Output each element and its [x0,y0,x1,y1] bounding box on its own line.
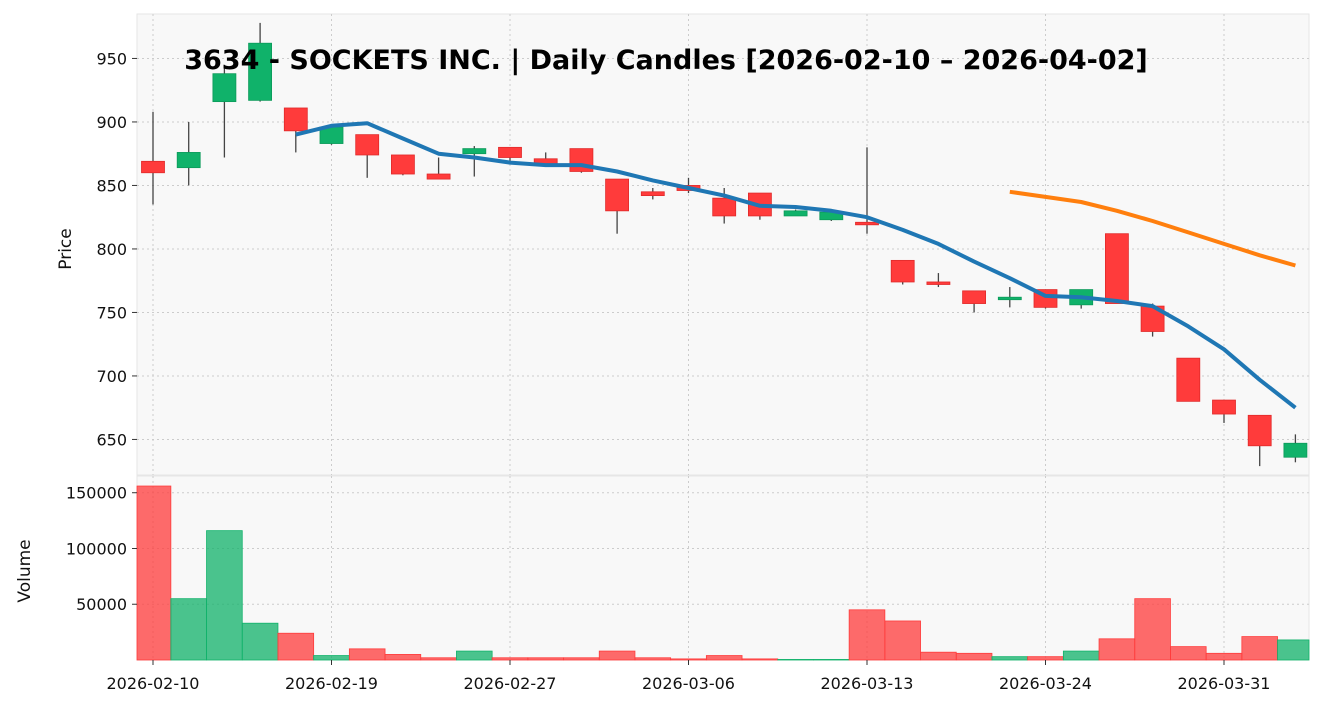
price-tick-label: 750 [96,303,127,322]
candle-body [640,191,665,197]
candle-body [248,42,273,101]
volume-bar [1062,650,1100,661]
volume-bar [955,652,993,661]
candle-body [1283,442,1308,458]
x-tick-label: 2026-03-24 [999,674,1092,693]
candle-body [212,73,237,103]
volume-bar [884,620,921,661]
volume-bar [241,622,279,661]
price-tick-label: 900 [96,113,127,132]
candles [141,22,1308,467]
candle-body [355,134,380,156]
volume-bar [1277,639,1310,661]
candle-body [962,290,986,304]
candle-body [283,107,308,132]
volume-bar [1027,656,1064,661]
x-tick-label: 2026-03-06 [642,674,735,693]
volume-bar [991,656,1029,661]
x-tick-label: 2026-03-13 [821,674,914,693]
x-tick-label: 2026-02-10 [107,674,200,693]
volume-bar [420,657,457,661]
volume-tick-label: 50000 [76,595,127,614]
moving-averages [295,121,1297,410]
candle-body [997,296,1022,301]
candle-body [1176,357,1201,402]
volume-bar [206,530,243,661]
price-tick-label: 800 [96,240,127,259]
volume-bar [1098,638,1136,661]
volume-bar [170,598,207,661]
volume-bar [563,657,600,661]
candle-body [855,221,879,226]
volume-bar [1241,636,1278,661]
volume-bar [670,658,707,661]
candle-body [783,210,808,217]
volume-bar [1205,652,1243,661]
volume-tick-label: 150000 [66,484,127,503]
price-tick-label: 650 [96,430,127,449]
candle-body [1212,399,1236,415]
volume-bar [348,648,386,661]
axis-ticks: 650 700 750 800 850 900 950 50000 100000 150000 20… [66,49,1271,693]
volume-bar [1134,598,1171,661]
price-tick-label: 700 [96,367,127,386]
volume-bar [277,632,315,661]
candle-body [390,154,415,175]
price-tick-label: 850 [96,176,127,195]
volume-bar [813,659,850,661]
volume-bar [920,651,957,661]
candle-body [462,148,487,155]
candle-body [498,146,522,158]
chart-title: 3634 - SOCKETS INC. | Daily Candles [202… [184,45,1148,76]
candle-body [605,178,629,212]
candle-body [890,259,915,283]
volume-bar [741,658,779,661]
candle-body [712,197,737,217]
volume-bar [136,485,172,661]
candle-body [426,173,451,180]
x-tick-label: 2026-02-27 [464,674,557,693]
volume-tick-label: 100000 [66,539,127,558]
volume-bar [634,657,672,661]
volume-bar [527,657,564,661]
candle-body [926,281,951,285]
candle-body [176,152,201,169]
x-tick-label: 2026-03-31 [1178,674,1271,693]
volume-bar [456,650,493,661]
price-plot-area [136,13,1310,476]
volume-bar [777,659,814,661]
volume-bar [705,655,743,661]
volume-bars [136,485,1310,661]
ma-long-line [1009,189,1296,268]
candle-body [1247,414,1272,447]
price-axis-label: Price [56,228,76,269]
volume-bar [313,655,350,661]
volume-axis-label: Volume [15,539,35,602]
volume-bar [1170,646,1207,661]
volume-bar [848,609,886,661]
volume-plot-area [136,475,1310,661]
volume-bar [491,657,529,661]
volume-bar [384,654,422,661]
candle-body [1105,233,1129,304]
volume-bar [598,650,636,661]
x-tick-label: 2026-02-19 [285,674,378,693]
price-tick-label: 950 [96,49,127,68]
candle-body [141,160,165,174]
ma-short-line [295,121,1297,410]
